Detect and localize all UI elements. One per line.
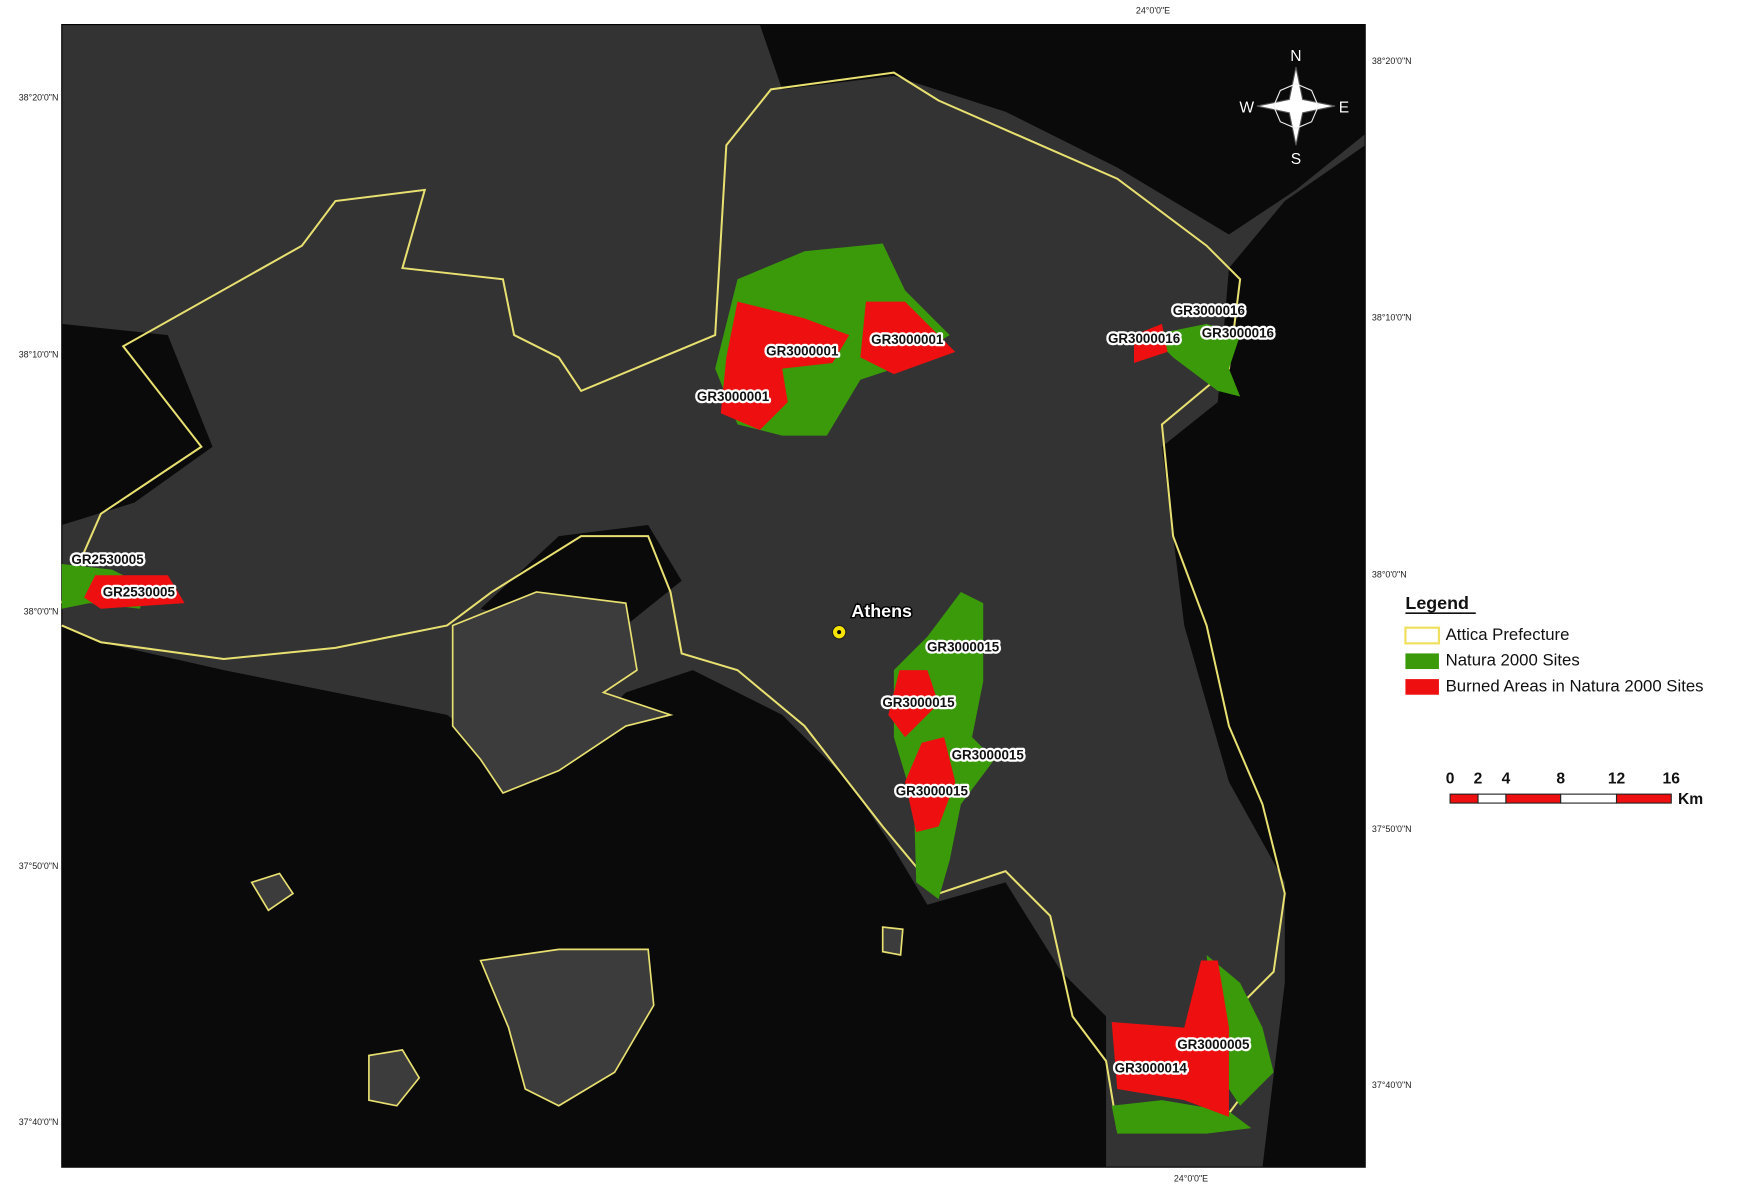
scale-unit: Km — [1678, 791, 1703, 808]
legend-swatch — [1405, 679, 1439, 695]
burned-area — [888, 670, 939, 738]
burned-area — [860, 301, 956, 375]
island — [451, 591, 674, 795]
latitude-label: 37°50'0"N — [1372, 824, 1412, 834]
compass — [1256, 66, 1336, 146]
site-label: GR3000015 — [927, 639, 1000, 654]
burned-area — [1111, 960, 1229, 1117]
legend-swatch — [1405, 653, 1439, 670]
site-label: GR3000015 — [882, 695, 955, 710]
sea — [61, 625, 1107, 1168]
natura-sites — [61, 243, 1274, 1134]
compass-letter: N — [1290, 48, 1301, 65]
compass-letter: E — [1339, 99, 1349, 116]
latitude-label: 38°10'0"N — [1372, 313, 1412, 323]
latitude-label: 38°10'0"N — [19, 350, 59, 360]
latitude-label: 37°40'0"N — [19, 1117, 59, 1127]
prefecture-boundary — [60, 71, 1286, 1130]
latitude-label: 38°0'0"N — [24, 606, 59, 616]
legend-item: Natura 2000 Sites — [1446, 651, 1580, 670]
latitude-label: 38°20'0"N — [19, 93, 59, 103]
latitude-label: 38°20'0"N — [1372, 56, 1412, 66]
coordinate-label: 24°0'0"E — [1136, 5, 1170, 15]
scale-tick-label: 0 — [1446, 771, 1455, 788]
scale-tick-label: 2 — [1474, 771, 1483, 788]
sea — [1161, 145, 1366, 1168]
natura-site — [1111, 1100, 1252, 1134]
scale-segment — [1449, 793, 1479, 804]
legend-item: Burned Areas in Natura 2000 Sites — [1446, 676, 1704, 695]
scale-segment — [1615, 793, 1672, 804]
legend-swatch — [1404, 626, 1441, 645]
site-label: GR3000001 — [697, 389, 770, 404]
site-label: GR2530005 — [103, 585, 176, 600]
compass-star — [1256, 66, 1336, 146]
site-label: GR3000014 — [1115, 1060, 1188, 1075]
burned-area — [84, 575, 185, 609]
city-marker-dot — [837, 630, 842, 635]
latitude-label: 37°50'0"N — [19, 861, 59, 871]
labels: 24°0'0"E 24°0'0"E 38°20'0"N 38°10'0"N 38°0'0… — [19, 5, 1704, 1183]
site-label: GR3000015 — [952, 748, 1025, 763]
map-frame — [60, 24, 1366, 1168]
site-label: GR3000015 — [896, 783, 969, 798]
legend — [1404, 612, 1476, 695]
compass-letter: S — [1291, 151, 1301, 168]
site-label: GR3000016 — [1173, 303, 1245, 318]
coordinate-label: 24°0'0"E — [1174, 1174, 1208, 1184]
scale-bar — [1449, 793, 1672, 804]
latitude-label: 37°40'0"N — [1372, 1080, 1412, 1090]
site-label: GR3000005 — [1177, 1037, 1250, 1052]
sea — [61, 323, 213, 525]
scale-tick-label: 4 — [1502, 771, 1511, 788]
scale-segment — [1505, 793, 1562, 804]
legend-item: Attica Prefecture — [1446, 625, 1570, 644]
island — [479, 948, 655, 1107]
scale-segment — [1560, 793, 1618, 804]
island — [881, 926, 904, 956]
island — [250, 872, 295, 912]
scale-tick-label: 16 — [1663, 771, 1681, 788]
latitude-label: 38°0'0"N — [1372, 570, 1407, 580]
burned-area — [1134, 323, 1168, 364]
burned-area — [720, 301, 850, 431]
site-label: GR2530005 — [71, 552, 144, 567]
legend-title: Legend — [1405, 593, 1469, 613]
compass-letter: W — [1239, 99, 1254, 116]
natura-site — [1150, 323, 1241, 397]
scale-tick-label: 8 — [1556, 771, 1565, 788]
site-label: GR3000016 — [1108, 331, 1180, 346]
city-label: Athens — [851, 601, 912, 621]
site-label: GR3000001 — [871, 332, 944, 347]
scale-segment — [1477, 793, 1507, 804]
sea — [759, 24, 1366, 235]
island — [368, 1048, 421, 1107]
site-label: GR3000001 — [766, 343, 839, 358]
burned-area — [905, 737, 956, 833]
scale-tick-label: 12 — [1608, 771, 1626, 788]
compass-ring — [1273, 83, 1319, 130]
site-label: GR3000016 — [1202, 326, 1274, 341]
